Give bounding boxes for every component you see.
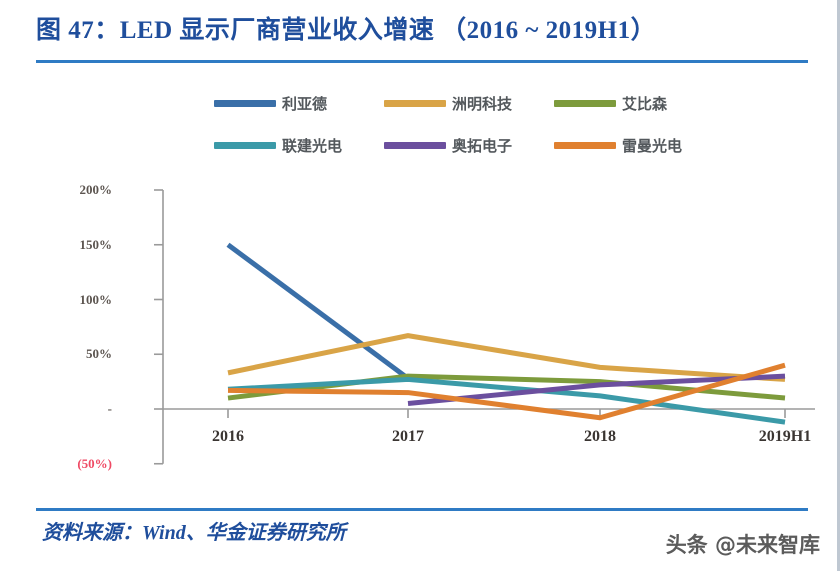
legend-item-label: 奥拓电子 (452, 138, 513, 155)
legend-item-label: 利亚德 (282, 96, 328, 113)
legend-item-label: 艾比森 (622, 96, 668, 113)
y-axis-tick-label: 50% (86, 346, 112, 362)
title-bar: 图 47：LED 显示厂商营业收入增速 （2016 ~ 2019H1） (36, 14, 808, 60)
source-note: 资料来源：Wind、华金证券研究所 (42, 522, 346, 544)
right-border (837, 0, 840, 571)
legend-swatch-icon (554, 99, 616, 107)
y-axis-labels: 200% 150% 100% 50% - (50%) (0, 172, 112, 502)
y-axis-tick-label: (50%) (77, 455, 112, 471)
y-axis-tick-label: 150% (79, 236, 113, 252)
legend-swatch-icon (214, 141, 276, 149)
y-axis-tick-label: 100% (79, 291, 113, 307)
x-axis-tick-label: 2016 (212, 428, 244, 445)
x-axis-tick-label: 2018 (584, 428, 616, 445)
legend-item-label: 洲明科技 (452, 96, 513, 113)
watermark-label: 头条 @未来智库 (665, 533, 820, 557)
legend-item[interactable]: 洲明科技 (384, 91, 554, 115)
legend-swatch-icon (214, 99, 276, 107)
legend-item[interactable]: 艾比森 (554, 91, 724, 115)
legend-swatch-icon (554, 141, 616, 149)
series-line (227, 376, 786, 425)
legend-item[interactable]: 雷曼光电 (554, 133, 724, 157)
y-axis-tick-label: 200% (79, 182, 113, 197)
legend-item[interactable]: 奥拓电子 (384, 133, 554, 157)
chart-legend: 利亚德 洲明科技 艾比森联建光电 奥拓电子 雷曼光电 (214, 82, 724, 166)
series-line (227, 333, 786, 382)
line-chart-svg (154, 189, 815, 465)
y-axis-tick-label: - (107, 401, 112, 416)
x-axis-tick-label: 2017 (392, 428, 424, 445)
legend-item-label: 雷曼光电 (622, 138, 683, 155)
page-title: 图 47：LED 显示厂商营业收入增速 （2016 ~ 2019H1） (36, 17, 657, 44)
title-divider (36, 60, 808, 63)
legend-swatch-icon (384, 141, 446, 149)
legend-item-label: 联建光电 (282, 138, 343, 155)
legend-item[interactable]: 联建光电 (214, 133, 384, 157)
series-line (228, 245, 785, 379)
plot-area (60, 172, 820, 502)
legend-item[interactable]: 利亚德 (214, 91, 384, 115)
x-axis-labels: 2016 2017 2018 2019H1 (0, 428, 840, 458)
footer-divider (36, 508, 808, 511)
series-line (227, 362, 786, 421)
legend-swatch-icon (384, 99, 446, 107)
series-line (407, 373, 786, 407)
x-axis-tick-label: 2019H1 (758, 428, 812, 445)
